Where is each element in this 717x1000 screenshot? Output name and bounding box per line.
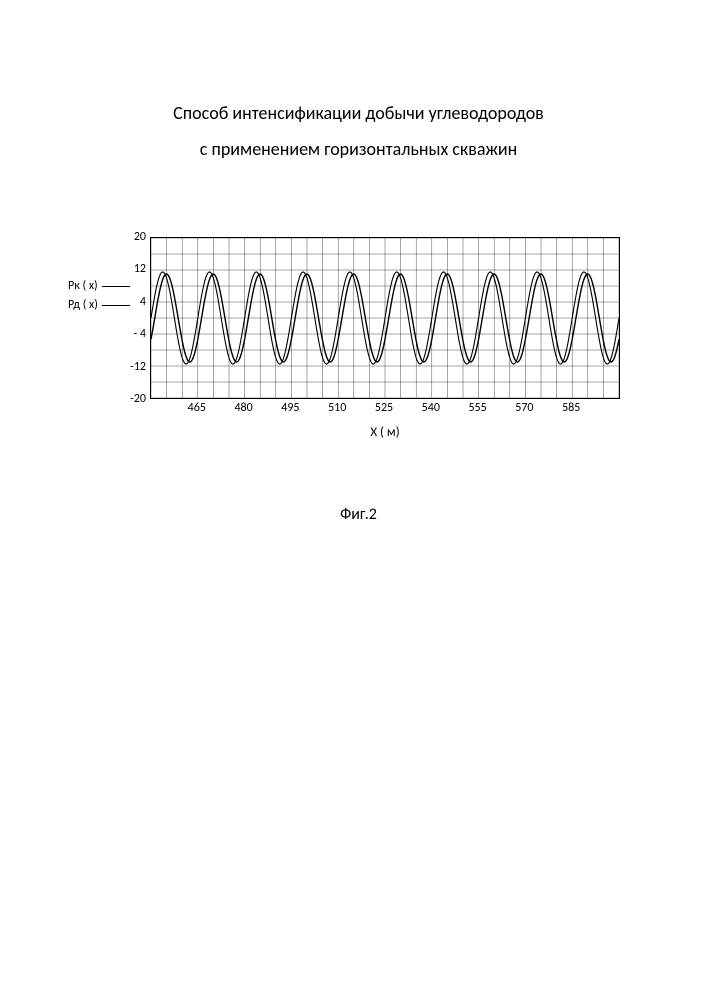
legend-label-pk: Рк ( x) xyxy=(68,277,98,296)
figure-caption: Фиг.2 xyxy=(0,505,717,524)
y-axis-ticks: -20-12- 441220 xyxy=(120,237,146,399)
y-tick-label: -20 xyxy=(120,392,146,406)
y-tick-label: 4 xyxy=(120,295,146,309)
chart-plot-area xyxy=(150,237,620,399)
x-tick-label: 585 xyxy=(562,401,580,415)
chart-svg xyxy=(151,238,619,398)
y-tick-label: -12 xyxy=(120,360,146,374)
x-tick-label: 555 xyxy=(468,401,486,415)
y-tick-label: 12 xyxy=(120,262,146,276)
x-tick-label: 525 xyxy=(375,401,393,415)
page-title: Способ интенсификации добычи углеводород… xyxy=(60,95,657,167)
x-axis-label: Х ( м) xyxy=(150,425,620,440)
y-tick-label: 20 xyxy=(120,230,146,244)
figure-container: Рк ( x) Рд ( x) -20-12- 441220 465480495… xyxy=(80,237,640,447)
x-tick-label: 510 xyxy=(328,401,346,415)
title-line-2: с применением горизонтальных скважин xyxy=(200,138,517,160)
x-tick-label: 480 xyxy=(234,401,252,415)
x-tick-label: 570 xyxy=(515,401,533,415)
title-line-1: Способ интенсификации добычи углеводород… xyxy=(173,102,544,124)
x-tick-label: 465 xyxy=(188,401,206,415)
y-tick-label: - 4 xyxy=(120,327,146,341)
x-tick-label: 540 xyxy=(422,401,440,415)
x-tick-label: 495 xyxy=(281,401,299,415)
legend-label-pd: Рд ( x) xyxy=(68,296,98,315)
x-axis-ticks: 465 480 495 510 525 540 555 570 585 xyxy=(150,401,620,419)
